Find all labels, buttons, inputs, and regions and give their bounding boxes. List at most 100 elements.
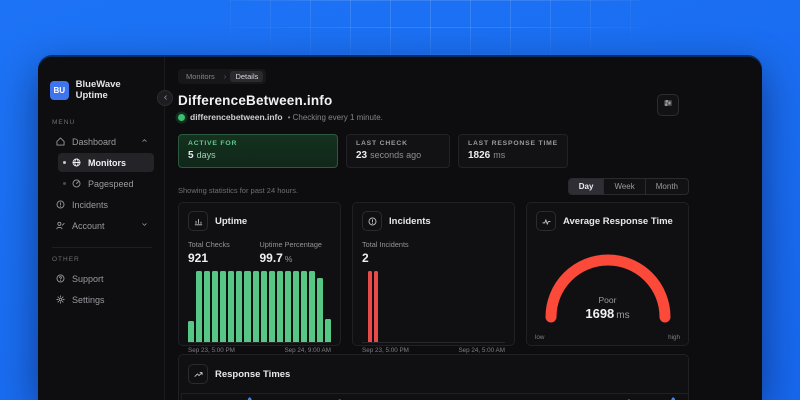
sidebar-item-dashboard[interactable]: Dashboard [50, 132, 154, 151]
uptime-percentage-metric: Uptime Percentage 99.7% [259, 240, 322, 265]
sidebar-item-support[interactable]: Support [50, 269, 154, 288]
bar [483, 271, 487, 342]
stat-value: 5 days [188, 150, 216, 161]
bar [284, 271, 291, 342]
monitor-status-row: differencebetween.info • Checking every … [178, 112, 689, 122]
avg-response-time-card: Average Response Time Poor 1698 ms low hi… [526, 202, 689, 346]
checking-interval-note: • Checking every 1 minute. [287, 112, 383, 122]
app-window: BU BlueWave Uptime MENU Dashboard Monitor… [38, 57, 762, 400]
bar [244, 271, 251, 342]
bar [501, 271, 505, 342]
tree-bullet [63, 182, 66, 185]
bar [308, 271, 315, 342]
breadcrumb: Monitors › Details [178, 69, 267, 84]
sidebar-item-label: Monitors [88, 157, 126, 168]
sidebar-item-label: Account [72, 220, 105, 231]
user-icon [55, 220, 66, 231]
range-toggle: Day Week Month [567, 178, 689, 195]
incidents-card: Incidents Total Incidents 2 Sep 23, 5:00… [352, 202, 515, 354]
uptime-bar-chart[interactable] [188, 271, 332, 343]
breadcrumb-monitors[interactable]: Monitors [186, 72, 215, 81]
monitor-host: differencebetween.info [190, 112, 283, 122]
bar [260, 271, 267, 342]
app-logo: BU [50, 80, 69, 100]
bar [188, 271, 195, 342]
avg-response-title: Average Response Time [563, 215, 673, 227]
bar [362, 271, 366, 342]
note-toggle-row: Showing statistics for past 24 hours. Da… [178, 178, 689, 195]
summary-cards-row: Uptime Total Checks 921 Uptime Percentag… [178, 202, 689, 354]
uptime-card-title: Uptime [215, 215, 248, 227]
bar [429, 271, 433, 342]
bar [317, 271, 324, 342]
background-grid-pattern [230, 0, 640, 58]
page-title: DifferenceBetween.info [178, 93, 333, 108]
bar [477, 271, 481, 342]
incidents-axis-start: Sep 23, 5:00 PM [362, 347, 409, 354]
bar [300, 271, 307, 342]
tree-bullet [63, 161, 66, 164]
bar [453, 271, 457, 342]
chevron-up-icon [140, 136, 149, 147]
sidebar-divider [52, 247, 152, 248]
showing-statistics-note: Showing statistics for past 24 hours. [178, 186, 299, 195]
speedometer-icon [71, 178, 82, 189]
uptime-card: Uptime Total Checks 921 Uptime Percentag… [178, 202, 341, 354]
bar [392, 271, 396, 342]
globe-icon [71, 157, 82, 168]
sidebar-item-monitors[interactable]: Monitors [58, 153, 154, 172]
menu-list: Dashboard Monitors Pagespeed Incidents Accou… [50, 132, 154, 235]
bar [459, 271, 463, 342]
uptime-axis-start: Sep 23, 5:00 PM [188, 347, 235, 354]
sidebar-item-label: Pagespeed [88, 178, 134, 189]
bar [374, 271, 379, 342]
status-up-dot [178, 113, 185, 121]
sidebar-item-label: Incidents [72, 199, 109, 210]
bar [204, 271, 211, 342]
stat-label: LAST RESPONSE TIME [468, 140, 558, 147]
bar [228, 271, 235, 342]
sidebar-item-label: Support [72, 273, 104, 284]
other-section-label: OTHER [52, 256, 80, 263]
stat-label: LAST CHECK [356, 140, 408, 147]
bar [495, 271, 499, 342]
breadcrumb-details[interactable]: Details [230, 71, 264, 82]
total-incidents-metric: Total Incidents 2 [362, 240, 409, 265]
range-option-day[interactable]: Day [568, 179, 604, 194]
bar [268, 271, 275, 342]
stat-card-active-for: ACTIVE FOR 5 days [178, 134, 338, 168]
configure-monitor-button[interactable] [657, 94, 679, 116]
response-times-area-chart[interactable] [181, 393, 688, 400]
sidebar-item-pagespeed[interactable]: Pagespeed [58, 174, 154, 193]
sidebar-collapse-button[interactable] [157, 90, 173, 106]
sidebar-item-account[interactable]: Account [50, 216, 154, 235]
other-list: Support Settings [50, 269, 154, 309]
sidebar-item-incidents[interactable]: Incidents [50, 195, 154, 214]
alert-circle-icon [55, 199, 66, 210]
bar [386, 271, 390, 342]
bar [220, 271, 227, 342]
range-option-week[interactable]: Week [603, 179, 644, 194]
bar [410, 271, 414, 342]
sidebar-item-label: Dashboard [72, 136, 117, 147]
incidents-bar-chart[interactable] [362, 271, 505, 343]
bar-chart-icon [188, 211, 208, 231]
activity-icon [536, 211, 556, 231]
bar [416, 271, 420, 342]
bar [196, 271, 203, 342]
stat-card-last-response-time: LAST RESPONSE TIME 1826 ms [458, 134, 568, 168]
bar [489, 271, 493, 342]
incidents-axis-end: Sep 24, 5:00 AM [458, 347, 505, 354]
response-time-gauge: Poor 1698 ms low high [527, 233, 688, 345]
incidents-card-title: Incidents [389, 215, 431, 227]
brand-name: BlueWave Uptime [75, 79, 121, 101]
response-times-title: Response Times [215, 368, 291, 380]
range-option-month[interactable]: Month [644, 179, 688, 194]
sidebar-item-settings[interactable]: Settings [50, 290, 154, 309]
chevron-down-icon [140, 220, 149, 231]
gauge-high-label: high [668, 334, 680, 341]
bar [292, 271, 299, 342]
bar [252, 271, 259, 342]
chevron-left-icon [161, 89, 170, 107]
bar [447, 271, 451, 342]
